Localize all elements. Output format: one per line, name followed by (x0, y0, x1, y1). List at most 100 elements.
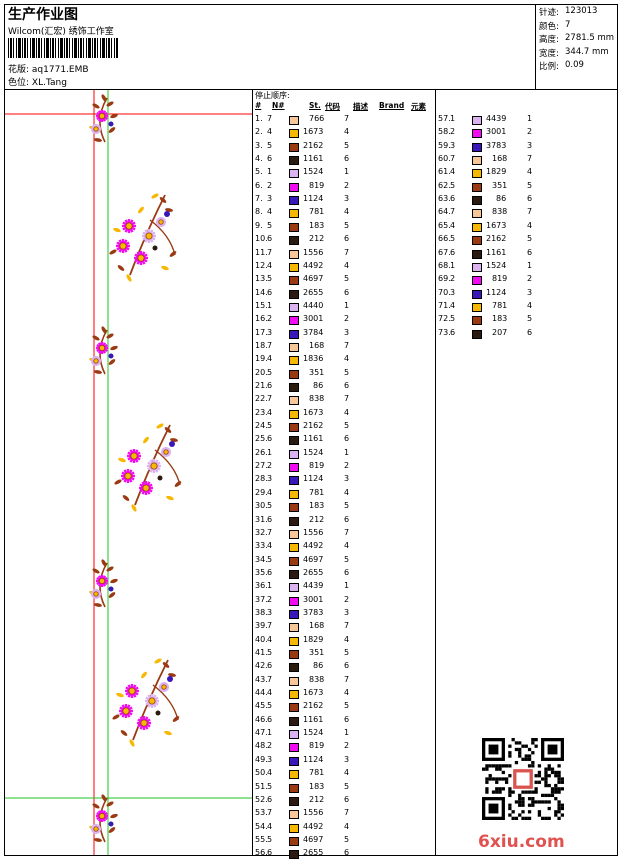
stop-needle: 7 (267, 340, 273, 350)
color-swatch (472, 302, 482, 312)
stop-index: 33. (255, 541, 268, 551)
color-swatch (289, 690, 299, 700)
stop-group: 6 (344, 661, 350, 671)
stop-needle: 4 (267, 688, 273, 698)
color-swatch (472, 249, 482, 259)
stop-code: 4439 (303, 581, 324, 591)
stop-needle: 3 (267, 327, 273, 337)
color-swatch (472, 329, 482, 339)
spec-item: 比例: 0.09 (539, 60, 584, 72)
stop-code: 4439 (486, 114, 507, 123)
stop-group: 5 (527, 234, 533, 244)
stop-code: 168 (492, 154, 508, 164)
color-swatch (289, 823, 299, 833)
stop-code: 86 (313, 661, 324, 671)
stop-group: 2 (527, 127, 533, 137)
stop-group: 1 (344, 728, 350, 738)
stop-index: 42. (255, 661, 268, 671)
stop-index: 21. (255, 381, 268, 390)
stop-index: 1. (255, 114, 263, 123)
spec-item: 宽度: 344.7 mm (539, 47, 609, 59)
stop-code: 781 (492, 300, 508, 310)
spec-label: 高度: (539, 35, 559, 45)
stop-group: 4 (344, 407, 350, 417)
color-swatch (289, 156, 299, 166)
spec-value: 123013 (565, 6, 598, 16)
stop-index: 26. (255, 447, 268, 457)
color-swatch (289, 569, 299, 579)
stop-code: 819 (492, 274, 508, 284)
stop-needle: 3 (267, 194, 273, 204)
stop-index: 68. (438, 260, 451, 270)
stop-needle: 5 (267, 781, 273, 791)
stop-index: 56. (255, 848, 268, 858)
stop-needle: 4 (267, 768, 273, 778)
stop-code: 4697 (303, 554, 324, 564)
stop-index: 31. (255, 514, 268, 524)
stop-needle: 4 (267, 487, 273, 497)
color-swatch (472, 182, 482, 192)
color-swatch (289, 489, 299, 499)
stop-needle: 4 (267, 207, 273, 217)
stop-group: 6 (344, 154, 350, 164)
spec-value: 344.7 mm (565, 46, 609, 57)
stop-index: 73. (438, 327, 451, 337)
stop-index: 64. (438, 207, 451, 217)
stop-index: 15. (255, 300, 268, 310)
color-swatch (289, 396, 299, 406)
stop-group: 6 (344, 567, 350, 577)
stop-index: 23. (255, 407, 268, 417)
header-divider (4, 89, 618, 90)
stop-group: 5 (344, 274, 350, 284)
spec-value: 7 (565, 19, 571, 30)
spec-label: 颜色: (539, 21, 559, 32)
color-swatch (289, 383, 299, 392)
stop-index: 13. (255, 274, 268, 284)
stop-needle: 4 (450, 167, 456, 177)
stop-needle: 2 (267, 461, 273, 471)
page-frame (4, 4, 618, 856)
stop-code: 4492 (303, 260, 324, 270)
stop-index: 40. (255, 634, 268, 644)
stop-needle: 2 (450, 274, 456, 284)
stop-code: 3783 (303, 607, 324, 617)
studio-name: Wilcom(汇宏) 绣饰工作室 (8, 27, 114, 37)
stop-needle: 7 (267, 394, 273, 404)
stop-needle: 7 (450, 154, 456, 164)
stop-needle: 4 (450, 220, 456, 230)
stop-index: 70. (438, 287, 451, 297)
stop-code: 1161 (303, 154, 324, 164)
stop-index: 46. (255, 714, 268, 724)
color-swatch (289, 596, 299, 606)
designer-value: XL.Tang (31, 78, 67, 88)
stop-code: 183 (309, 781, 325, 791)
stop-group: 4 (344, 768, 350, 778)
stop-group: 4 (344, 487, 350, 497)
sequence-heading: 停止顺序: (255, 91, 290, 100)
stop-code: 1673 (486, 220, 507, 230)
stop-group: 5 (344, 367, 350, 377)
stop-group: 4 (344, 260, 350, 270)
stop-index: 62. (438, 180, 451, 190)
stop-code: 1524 (303, 447, 324, 457)
color-swatch (289, 196, 299, 206)
color-swatch (289, 636, 299, 646)
stop-code: 168 (309, 340, 325, 350)
col-element: 元素 (411, 102, 426, 111)
color-swatch (289, 463, 299, 473)
stop-index: 55. (255, 834, 268, 844)
stop-needle: 2 (450, 127, 456, 137)
spec-item: 高度: 2781.5 mm (539, 33, 614, 45)
stop-group: 5 (344, 834, 350, 844)
stop-index: 9. (255, 220, 263, 230)
stop-needle: 6 (267, 234, 273, 244)
stop-needle: 4 (450, 300, 456, 310)
color-swatch (289, 276, 299, 286)
stop-group: 4 (344, 127, 350, 137)
color-swatch (472, 156, 482, 166)
stop-group: 4 (344, 354, 350, 364)
stop-index: 47. (255, 728, 268, 738)
stop-group: 4 (344, 688, 350, 698)
stop-code: 351 (309, 367, 325, 377)
color-swatch (289, 850, 299, 860)
